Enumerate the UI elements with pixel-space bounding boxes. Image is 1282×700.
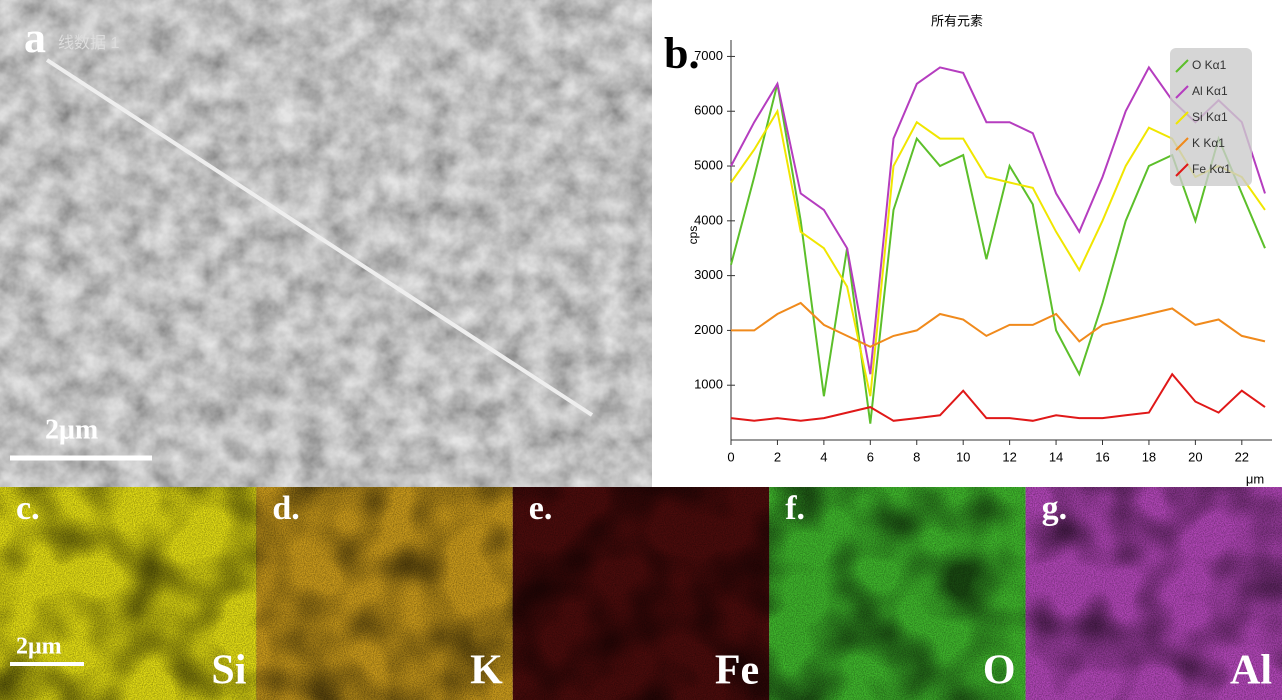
panel-label: e. [529, 490, 553, 527]
x-tick-label: 16 [1095, 449, 1109, 464]
legend-label: Al Kα1 [1192, 84, 1228, 98]
y-tick-label: 7000 [694, 48, 723, 63]
panel-label: g. [1042, 490, 1068, 527]
y-tick-label: 3000 [694, 267, 723, 282]
element-label: Si [211, 648, 246, 694]
legend-label: O Kα1 [1192, 58, 1227, 72]
legend-label: Si Kα1 [1192, 110, 1228, 124]
x-tick-label: 6 [867, 449, 874, 464]
scale-label: 2μm [45, 414, 98, 445]
element-label: K [470, 648, 503, 694]
x-tick-label: 22 [1235, 449, 1249, 464]
line-label: 线数据 1 [58, 34, 119, 52]
scale-label: 2μm [16, 634, 62, 660]
x-tick-label: 20 [1188, 449, 1202, 464]
y-tick-label: 6000 [694, 103, 723, 118]
y-tick-label: 1000 [694, 377, 723, 392]
legend-label: Fe Kα1 [1192, 162, 1231, 176]
x-tick-label: 4 [820, 449, 827, 464]
element-label: Al [1230, 648, 1272, 694]
panel-label: c. [16, 490, 40, 527]
x-tick-label: 10 [956, 449, 970, 464]
legend-label: K Kα1 [1192, 136, 1225, 150]
x-tick-label: 8 [913, 449, 920, 464]
x-tick-label: 0 [727, 449, 734, 464]
sem-panel: a 线数据 1 2μm [0, 0, 652, 487]
x-tick-label: 12 [1002, 449, 1016, 464]
page: a 线数据 1 2μm b.所有元素cpsμm10002000300040005… [0, 0, 1282, 700]
x-tick-label: 18 [1142, 449, 1156, 464]
series-line [731, 374, 1265, 421]
panel-label: f. [785, 490, 805, 527]
y-axis-label: cps [686, 226, 700, 245]
x-tick-label: 2 [774, 449, 781, 464]
line-chart: b.所有元素cpsμm10002000300040005000600070000… [664, 13, 1272, 486]
panel-label: a [24, 13, 46, 62]
x-axis-label: μm [1246, 471, 1264, 486]
y-tick-label: 5000 [694, 157, 723, 172]
series-line [731, 303, 1265, 347]
figure: a 线数据 1 2μm b.所有元素cpsμm10002000300040005… [0, 0, 1282, 700]
chart-title: 所有元素 [931, 13, 983, 28]
element-label: Fe [715, 648, 759, 694]
map-row: c. Si d. Ke. Fe f. Og. Al 2μm [0, 487, 1282, 700]
y-tick-label: 4000 [694, 212, 723, 227]
panel-label: d. [272, 490, 299, 527]
y-tick-label: 2000 [694, 322, 723, 337]
x-tick-label: 14 [1049, 449, 1063, 464]
element-label: O [983, 648, 1016, 694]
